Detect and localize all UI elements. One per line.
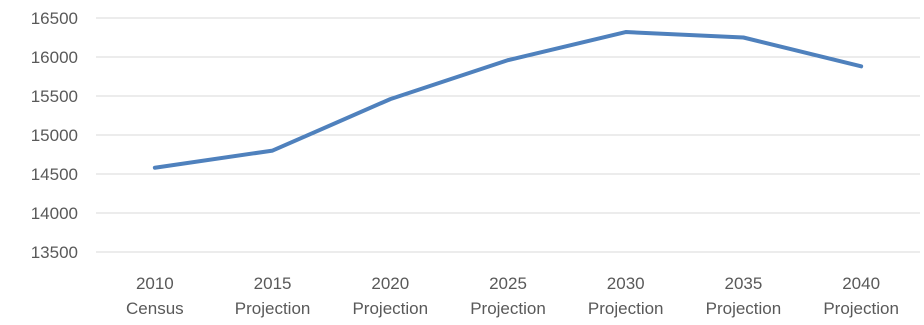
x-tick-label-subtitle: Projection — [470, 299, 546, 318]
x-tick-label-subtitle: Projection — [352, 299, 428, 318]
gridlines — [96, 17, 920, 253]
x-tick-label-year: 2015 — [254, 274, 292, 293]
y-tick-label: 15500 — [31, 87, 78, 106]
y-tick-label: 16500 — [31, 9, 78, 28]
x-tick-label: 2030 Projection — [588, 274, 664, 318]
y-axis-tick-labels: 13500 14000 14500 15000 15500 16000 16500 — [31, 9, 78, 262]
x-tick-label-year: 2035 — [725, 274, 763, 293]
y-tick-label: 14500 — [31, 165, 78, 184]
x-tick-label-year: 2020 — [371, 274, 409, 293]
x-tick-label-subtitle: Census — [126, 299, 184, 318]
y-tick-label: 15000 — [31, 126, 78, 145]
x-tick-label: 2015 Projection — [235, 274, 311, 318]
series-line — [152, 30, 864, 170]
series-layer — [152, 30, 864, 170]
x-tick-label-year: 2025 — [489, 274, 527, 293]
x-tick-label-subtitle: Projection — [588, 299, 664, 318]
x-tick-label-subtitle: Projection — [823, 299, 899, 318]
x-tick-label: 2025 Projection — [470, 274, 546, 318]
x-tick-label: 2035 Projection — [706, 274, 782, 318]
x-tick-label: 2020 Projection — [352, 274, 428, 318]
y-tick-label: 16000 — [31, 48, 78, 67]
x-tick-label: 2040 Projection — [823, 274, 899, 318]
y-tick-label: 14000 — [31, 204, 78, 223]
x-tick-label-year: 2010 — [136, 274, 174, 293]
x-tick-label-year: 2030 — [607, 274, 645, 293]
x-tick-label-subtitle: Projection — [235, 299, 311, 318]
y-tick-label: 13500 — [31, 243, 78, 262]
x-tick-label: 2010 Census — [126, 274, 184, 318]
x-tick-label-year: 2040 — [842, 274, 880, 293]
x-tick-label-subtitle: Projection — [706, 299, 782, 318]
